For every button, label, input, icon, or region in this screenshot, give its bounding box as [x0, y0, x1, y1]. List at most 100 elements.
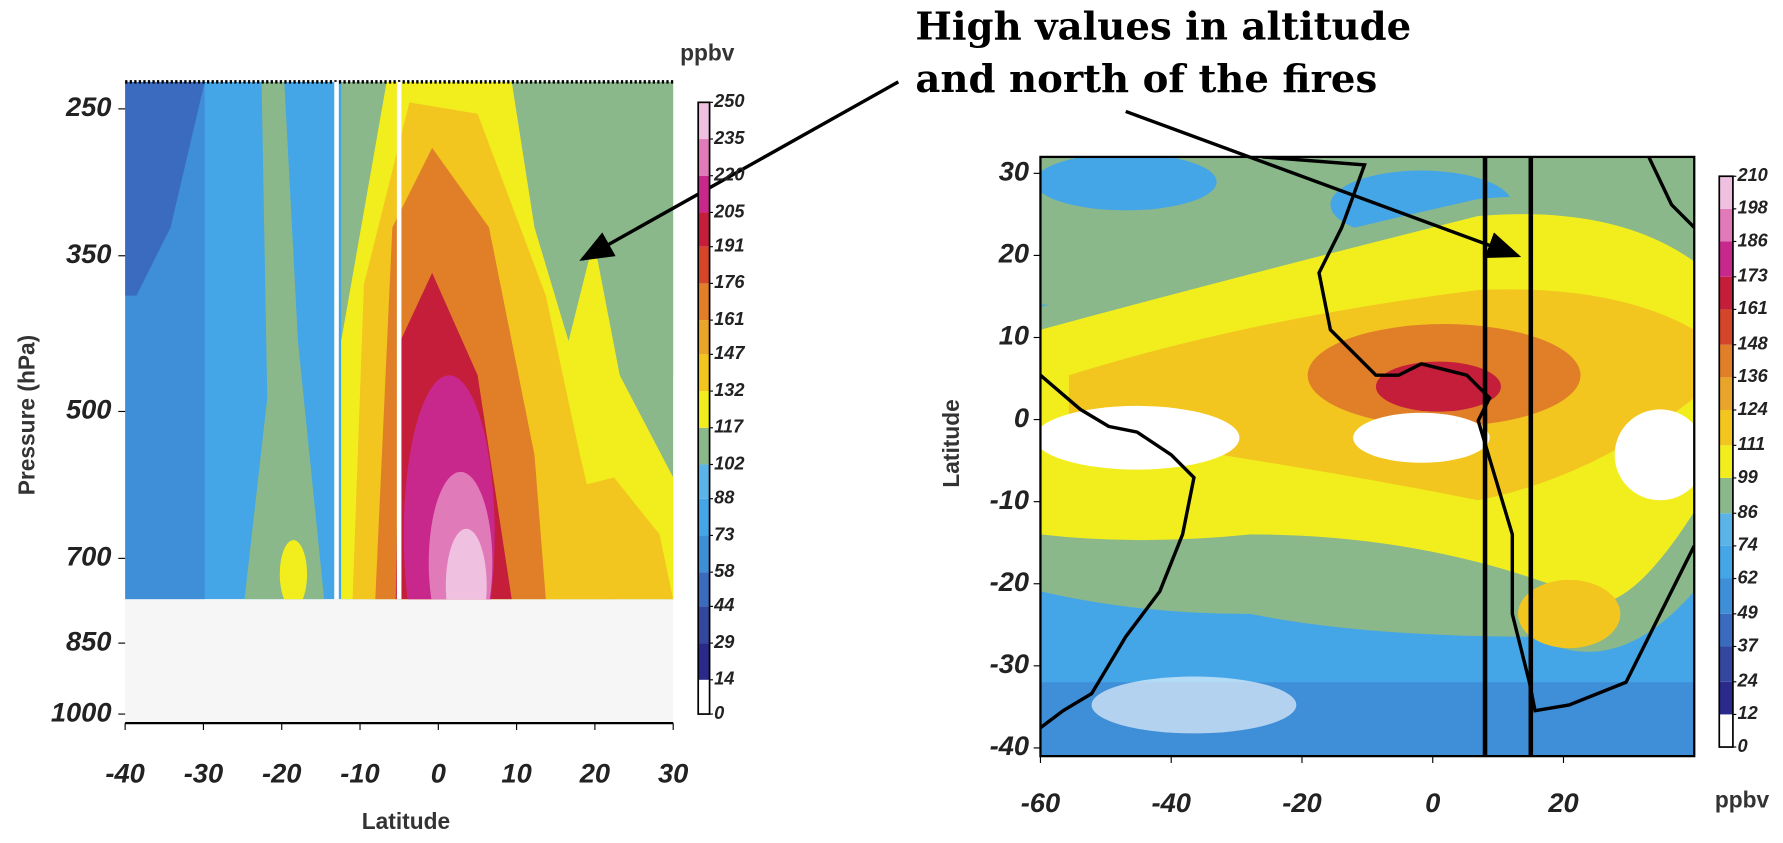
y-axis-label: Pressure (hPa)	[13, 335, 39, 495]
colorbar-tick-label: 58	[714, 561, 735, 581]
colorbar-tick-label: 14	[714, 669, 734, 689]
colorbar-tick-label: 148	[1737, 334, 1768, 354]
y-tick-label: -40	[990, 730, 1029, 761]
arrow	[579, 80, 900, 261]
colorbar-tick-label: 73	[714, 524, 734, 544]
colorbar-tick-label: 0	[714, 703, 724, 723]
y-tick-label: 0	[1014, 402, 1029, 433]
colorbar-segment	[1719, 613, 1733, 647]
y-tick-label: 30	[999, 156, 1029, 187]
colorbar-segment	[698, 679, 710, 715]
x-tick-label: 0	[431, 758, 446, 789]
y-tick-label: 1000	[51, 696, 112, 727]
colorbar-segment	[698, 354, 710, 392]
colorbar-segment	[698, 535, 710, 573]
colorbar-tick-label: 24	[1736, 671, 1757, 691]
y-tick-label: -30	[990, 648, 1029, 679]
colorbar-tick-label: 161	[1737, 298, 1767, 318]
colorbar-segment	[698, 606, 710, 644]
x-axis-label: Latitude	[362, 808, 450, 834]
y-tick-label: 250	[65, 91, 112, 122]
colorbar-segment	[1719, 241, 1733, 277]
y-tick-label: 20	[998, 238, 1029, 269]
y-tick-label: 350	[66, 238, 112, 269]
colorbar-tick-label: 161	[714, 309, 744, 329]
colorbar-tick-label: 205	[713, 201, 745, 221]
colorbar-tick-label: 29	[713, 632, 735, 652]
colorbar-tick-label: 102	[714, 453, 744, 473]
colorbar-segment	[1719, 208, 1733, 242]
colorbar-segment	[698, 391, 710, 428]
colorbar-tick-label: 49	[1736, 603, 1758, 623]
colorbar-tick-label: 136	[1737, 366, 1768, 386]
colorbar-tick-label: 235	[713, 128, 745, 148]
colorbar-tick-label: 210	[1736, 165, 1767, 185]
colorbar-tick-label: 147	[714, 343, 745, 363]
colorbar-tick-label: 12	[1737, 703, 1757, 723]
annotation: and north of the fires	[915, 57, 1377, 102]
colorbar-segment	[1719, 545, 1733, 579]
colorbar-tick-label: 117	[714, 417, 744, 437]
x-tick-label: 20	[579, 758, 610, 789]
y-tick-label: -20	[990, 566, 1029, 597]
x-tick-label: -40	[105, 758, 144, 789]
x-tick-label: -10	[340, 758, 379, 789]
no-data-area	[125, 599, 674, 724]
colorbar-tick-label: 250	[713, 91, 744, 111]
x-tick-label: -40	[1152, 787, 1191, 818]
colorbar-segment	[1719, 646, 1733, 682]
colorbar-segment	[698, 464, 710, 499]
colorbar-segment	[698, 643, 710, 680]
colorbar-tick-label: 86	[1737, 502, 1758, 522]
colorbar-tick-label: 176	[714, 272, 745, 292]
colorbar-segment	[698, 283, 710, 321]
colorbar-tick-label: 132	[714, 380, 744, 400]
x-tick-label: 10	[501, 758, 531, 789]
colorbar-segment	[1719, 344, 1733, 378]
x-tick-label: 0	[1425, 787, 1440, 818]
colorbar-tick-label: 198	[1737, 198, 1768, 218]
colorbar-tick-label: 37	[1737, 635, 1758, 655]
colorbar-tick-label: 220	[713, 165, 744, 185]
colorbar-segment	[1719, 477, 1733, 514]
colorbar-segment	[1719, 714, 1733, 748]
colorbar-segment	[1719, 377, 1733, 410]
map-field	[1040, 156, 1695, 757]
colorbar-segment	[1719, 176, 1733, 209]
colorbar-frame	[697, 101, 711, 715]
y-tick-label: 500	[66, 394, 112, 425]
colorbar-segment	[698, 102, 710, 140]
colorbar-tick-label: 62	[1737, 567, 1757, 587]
colorbar-segment	[1719, 309, 1733, 345]
y-tick-label: 10	[999, 320, 1029, 351]
colorbar-segment	[1719, 513, 1733, 546]
annotation: High values in altitude	[915, 5, 1411, 50]
colorbar-label: ppbv	[1715, 787, 1770, 813]
colorbar-segment	[1719, 445, 1733, 478]
colorbar-segment	[698, 139, 710, 176]
y-axis-label: Latitude	[938, 399, 964, 487]
colorbar-tick-label: 88	[714, 488, 735, 508]
heatmap-field	[125, 81, 674, 600]
colorbar-segment	[1719, 578, 1733, 614]
colorbar-tick-label: 124	[1737, 399, 1767, 419]
colorbar-tick-label: 44	[713, 595, 734, 615]
colorbar-segment	[698, 320, 710, 355]
colorbar-segment	[698, 572, 710, 607]
colorbar-tick-label: 191	[714, 236, 744, 256]
x-tick-label: 20	[1547, 787, 1578, 818]
y-tick-label: 700	[66, 541, 112, 572]
colorbar-segment	[1719, 276, 1733, 310]
colorbar-tick-label: 0	[1737, 736, 1747, 756]
colorbar-segment	[698, 175, 710, 213]
colorbar-segment	[1719, 681, 1733, 715]
y-tick-label: 850	[66, 625, 112, 656]
colorbar-segment	[698, 427, 710, 465]
colorbar-frame	[1718, 175, 1734, 748]
x-tick-label: -60	[1021, 787, 1060, 818]
colorbar-label: ppbv	[680, 40, 735, 66]
arrow	[1125, 109, 1522, 259]
colorbar-segment	[698, 498, 710, 536]
colorbar-segment	[698, 212, 710, 247]
